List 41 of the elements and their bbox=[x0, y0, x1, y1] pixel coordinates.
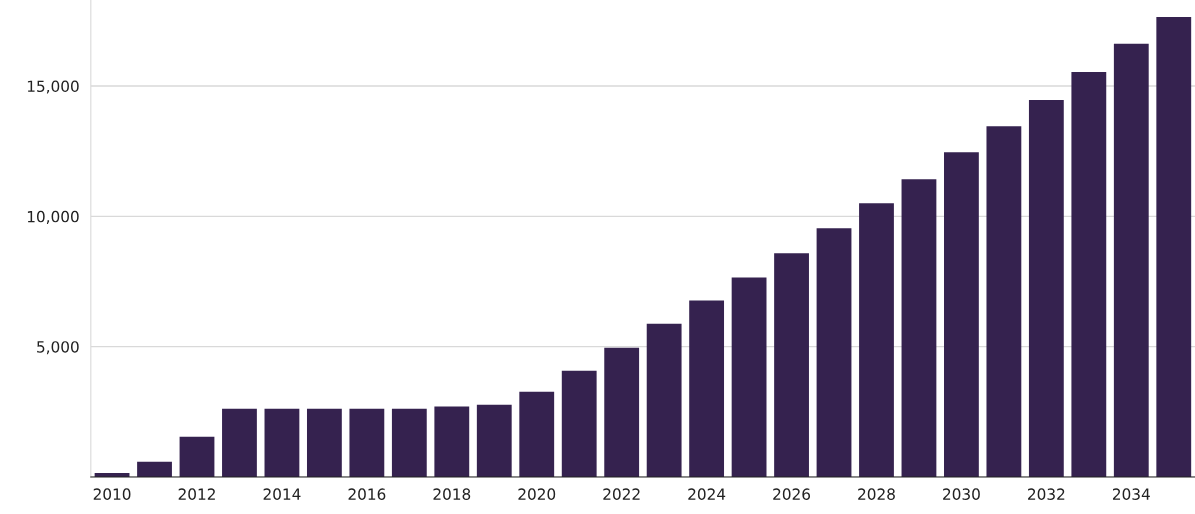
x-tick-label: 2014 bbox=[263, 488, 301, 500]
bar bbox=[519, 391, 555, 477]
bar bbox=[476, 404, 512, 477]
bar bbox=[816, 228, 852, 477]
x-tick-label: 2020 bbox=[518, 488, 556, 500]
x-tick-label: 2028 bbox=[858, 488, 895, 500]
x-tick-label: 2026 bbox=[773, 488, 811, 500]
bar bbox=[137, 461, 172, 477]
bar bbox=[604, 347, 640, 477]
y-tick-label: 15,000 bbox=[27, 80, 79, 94]
x-tick-label: 2010 bbox=[93, 488, 131, 500]
bar bbox=[222, 408, 257, 477]
bar bbox=[264, 408, 300, 477]
bar bbox=[434, 406, 470, 477]
bar bbox=[901, 179, 937, 477]
bar bbox=[944, 152, 979, 477]
bar bbox=[986, 126, 1022, 477]
x-tick-label: 2012 bbox=[178, 488, 215, 500]
bar bbox=[689, 300, 725, 477]
bar bbox=[774, 253, 809, 477]
x-tick-label: 2016 bbox=[348, 488, 386, 500]
bar bbox=[731, 277, 767, 477]
y-tick-label: 5,000 bbox=[37, 341, 79, 355]
bar bbox=[1028, 100, 1064, 477]
bar bbox=[349, 408, 385, 477]
bar bbox=[859, 203, 894, 477]
x-tick-label: 2022 bbox=[603, 488, 640, 500]
x-tick-label: 2032 bbox=[1028, 488, 1065, 500]
bar bbox=[561, 370, 597, 477]
bar bbox=[179, 436, 215, 477]
bar bbox=[1071, 71, 1107, 477]
x-tick-label: 2030 bbox=[943, 488, 980, 500]
bar bbox=[646, 323, 682, 477]
x-tick-label: 2018 bbox=[433, 488, 471, 500]
bar bbox=[306, 408, 342, 477]
x-tick-label: 2034 bbox=[1112, 488, 1150, 500]
x-tick-label: 2024 bbox=[688, 488, 726, 500]
bar bbox=[1113, 43, 1149, 477]
bar bbox=[1156, 16, 1192, 477]
bar bbox=[391, 408, 427, 477]
y-tick-label: 10,000 bbox=[27, 210, 79, 224]
